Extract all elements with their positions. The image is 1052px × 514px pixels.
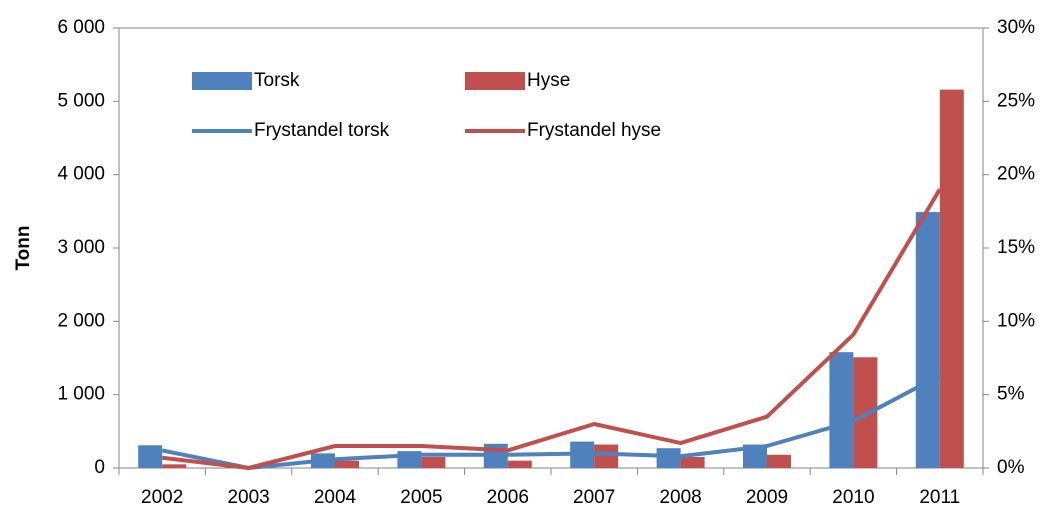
legend-label: Torsk <box>254 70 300 91</box>
x-tick-label: 2008 <box>659 487 701 508</box>
y2-tick-label: 10% <box>997 310 1035 331</box>
line-series <box>161 373 941 470</box>
y-tick-label: 6 000 <box>57 17 105 38</box>
y2-tick-label: 25% <box>997 90 1035 111</box>
bar <box>743 444 767 468</box>
bar <box>421 457 446 468</box>
x-tick-label: 2006 <box>487 487 529 508</box>
bar <box>656 448 681 468</box>
bar <box>335 460 359 468</box>
y-tick-label: 1 000 <box>57 384 105 405</box>
legend-label: Frystandel hyse <box>527 120 661 141</box>
y2-tick-label: 0% <box>997 457 1025 478</box>
y-tick-label: 3 000 <box>57 237 105 258</box>
x-tick-label: 2002 <box>141 487 183 508</box>
y2-tick-label: 30% <box>997 17 1035 38</box>
bar <box>162 464 187 468</box>
legend-label: Frystandel torsk <box>254 120 390 141</box>
legend-swatch <box>465 72 525 90</box>
bar <box>829 352 854 468</box>
legend-label: Hyse <box>527 70 570 91</box>
bar <box>594 444 619 468</box>
bar <box>507 460 532 468</box>
x-tick-label: 2003 <box>227 487 269 508</box>
line-series <box>161 188 942 470</box>
legend-swatch <box>192 72 252 90</box>
bar <box>680 457 705 468</box>
y-tick-label: 2 000 <box>57 310 105 331</box>
y2-tick-label: 5% <box>997 384 1025 405</box>
y-tick-label: 0 <box>94 457 105 478</box>
x-tick-label: 2007 <box>573 487 615 508</box>
bar <box>138 445 163 468</box>
x-tick-label: 2011 <box>919 487 960 508</box>
bar <box>939 89 964 468</box>
y2-tick-label: 20% <box>997 164 1035 185</box>
x-tick-label: 2004 <box>314 487 357 508</box>
y-tick-label: 4 000 <box>57 164 105 185</box>
y-axis-label: Tonn <box>13 225 34 270</box>
bar <box>767 454 791 468</box>
y2-tick-label: 15% <box>997 237 1035 258</box>
x-tick-label: 2005 <box>400 487 442 508</box>
y-tick-label: 5 000 <box>57 90 105 111</box>
bar <box>915 212 940 468</box>
x-tick-label: 2010 <box>832 487 874 508</box>
x-tick-label: 2009 <box>746 487 788 508</box>
